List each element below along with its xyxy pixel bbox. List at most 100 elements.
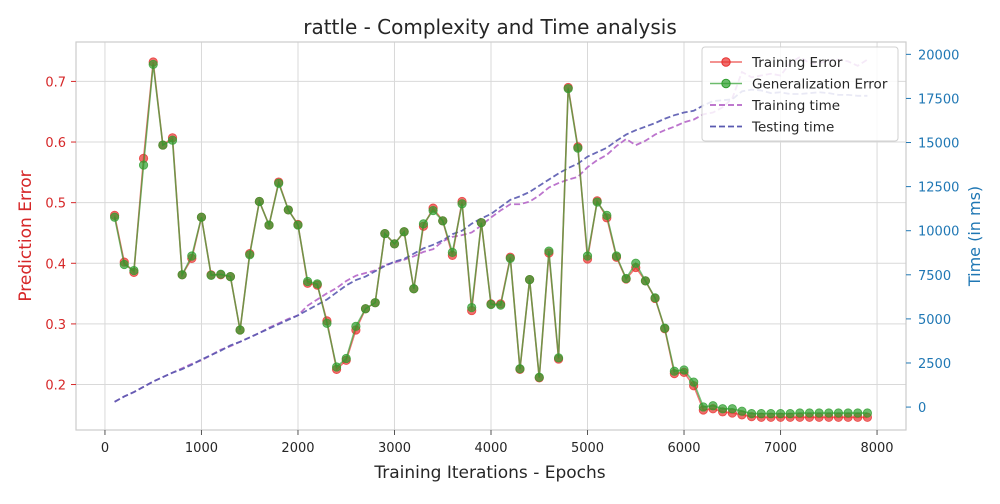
generalization-error-point (544, 246, 554, 256)
generalization-error-point (775, 409, 786, 419)
generalization-error-point (399, 227, 409, 237)
generalization-error-point (824, 408, 834, 418)
x-tick-label: 5000 (571, 441, 604, 456)
y-right-tick-label: 12500 (918, 181, 959, 196)
axes-layer: 0 1000 2000 3000 4000 5000 6000 7000 8000 0.2 0.3 0… (45, 48, 959, 456)
generalization-error-point (708, 401, 718, 411)
generalization-error-point (380, 228, 390, 239)
generalization-error-point (476, 218, 486, 228)
generalization-error-point (351, 321, 361, 331)
y-right-tick-label: 7500 (918, 269, 951, 284)
x-tick-label: 0 (101, 441, 109, 456)
legend-label-generalization-error: Generalization Error (752, 77, 888, 93)
generalization-error-point (293, 220, 303, 230)
generalization-error-point (718, 404, 728, 414)
generalization-error-point (669, 366, 679, 376)
generalization-error-point (148, 59, 158, 70)
chart-title: rattle - Complexity and Time analysis (303, 15, 677, 39)
generalization-error-point (746, 409, 757, 419)
generalization-error-point (689, 377, 699, 387)
legend-label-training-error: Training Error (751, 55, 843, 71)
generalization-error-point (515, 364, 525, 374)
generalization-error-point (563, 84, 573, 94)
generalization-error-point (833, 408, 844, 418)
y-left-tick-label: 0.5 (45, 197, 66, 212)
generalization-error-point (737, 406, 747, 416)
generalization-error-point (274, 178, 284, 188)
x-tick-label: 3000 (378, 441, 411, 456)
generalization-error-point (418, 219, 429, 229)
generalization-error-point (167, 135, 178, 145)
generalization-error-point (785, 409, 795, 419)
legend-marker-training-error (721, 57, 731, 67)
generalization-error-point (225, 272, 236, 282)
legend-label-testing-time: Testing time (751, 120, 834, 136)
generalization-error-point (534, 372, 544, 382)
y-axis-left-label: Prediction Error (16, 170, 36, 301)
y-right-tick-label: 10000 (918, 225, 959, 240)
x-tick-label: 7000 (764, 441, 797, 456)
generalization-error-point (428, 205, 438, 216)
generalization-error-point (341, 353, 351, 364)
generalization-error-point (264, 220, 274, 230)
generalization-error-point (110, 212, 120, 222)
generalization-error-point (438, 216, 448, 226)
x-axis-label: Training Iterations - Epochs (373, 463, 605, 483)
generalization-error-point (640, 276, 651, 286)
legend-marker-generalization-error (721, 78, 731, 89)
y-right-tick-label: 15000 (918, 137, 959, 152)
generalization-error-point (679, 365, 689, 375)
y-axis-right-label: Time (in ms) (965, 186, 984, 287)
y-left-tick-label: 0.2 (45, 379, 66, 394)
generalization-error-point (447, 247, 457, 257)
generalization-error-point (457, 199, 467, 209)
generalization-error-point (795, 408, 805, 418)
y-right-tick-label: 5000 (918, 313, 951, 328)
generalization-error-point (138, 160, 149, 170)
series-layer (110, 55, 872, 422)
generalization-error-point (177, 270, 187, 280)
generalization-error-point (804, 408, 815, 418)
generalization-error-point (283, 205, 293, 215)
generalization-error-point (496, 300, 506, 310)
generalization-error-point (370, 298, 380, 308)
generalization-error-point (129, 265, 139, 276)
generalization-error-point (312, 279, 322, 289)
generalization-error-point (814, 408, 824, 418)
generalization-error-point (862, 408, 872, 418)
generalization-error-point (631, 258, 641, 268)
y-left-tick-label: 0.4 (45, 257, 66, 272)
generalization-error-point (525, 275, 535, 285)
generalization-error-point (602, 210, 612, 220)
generalization-error-point (216, 269, 226, 279)
generalization-error-point (573, 143, 583, 153)
generalization-error-point (119, 259, 129, 270)
x-tick-label: 4000 (474, 441, 507, 456)
generalization-error-point (158, 140, 168, 150)
generalization-error-point (843, 408, 853, 418)
y-right-tick-label: 17500 (918, 92, 959, 107)
generalization-error-point (389, 239, 400, 249)
generalization-error-point (553, 353, 564, 363)
y-left-tick-label: 0.6 (45, 136, 66, 151)
y-left-tick-label: 0.3 (45, 318, 66, 333)
y-right-tick-label: 20000 (918, 48, 959, 63)
generalization-error-point (245, 250, 255, 260)
x-tick-label: 2000 (281, 441, 314, 456)
legend-label-training-time: Training time (751, 98, 840, 114)
generalization-error-point (592, 197, 602, 207)
generalization-error-point (187, 251, 197, 261)
generalization-error-point (254, 196, 264, 207)
generalization-error-point (331, 362, 342, 372)
generalization-error-point (853, 408, 863, 418)
y-left-tick-label: 0.7 (45, 75, 66, 90)
generalization-error-point (409, 284, 419, 294)
generalization-error-point (360, 304, 371, 314)
generalization-error-point (196, 212, 207, 222)
generalization-error-point (727, 404, 737, 414)
x-tick-label: 1000 (185, 441, 218, 456)
generalization-error-point (467, 302, 477, 313)
generalization-error-point (621, 273, 631, 284)
generalization-error-point (322, 318, 332, 328)
